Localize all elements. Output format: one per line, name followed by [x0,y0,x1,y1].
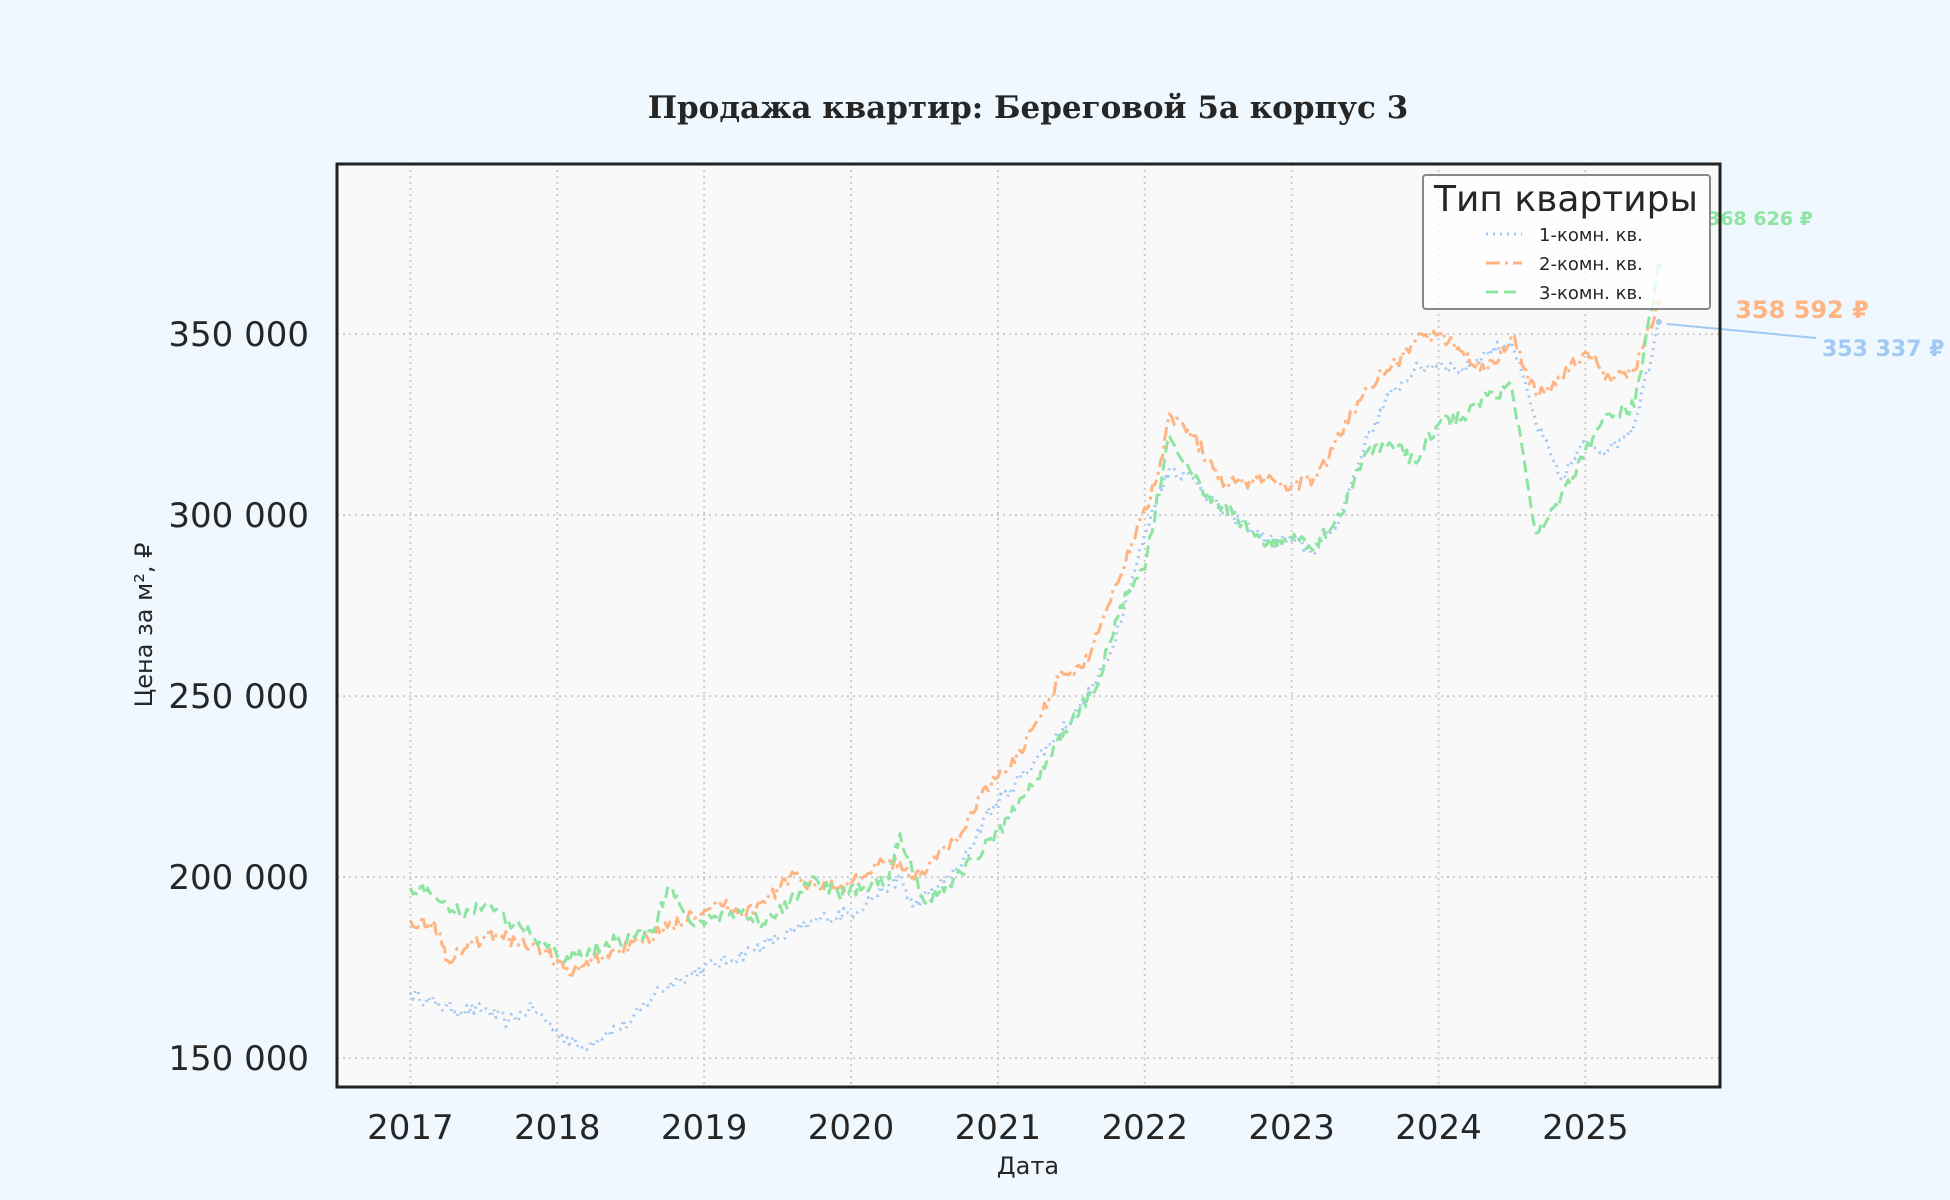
y-tick-label: 300 000 [168,496,309,536]
y-tick-label: 250 000 [168,677,309,717]
y-tick-label: 150 000 [168,1039,309,1079]
last-value-label: 353 337 ₽ [1822,337,1944,362]
x-tick-label: 2022 [1102,1108,1189,1148]
legend: Тип квартиры 1-комн. кв. 2-комн. кв. 3-ком… [1422,174,1711,310]
x-tick-label: 2018 [514,1108,601,1148]
x-axis-ticks: 2017 2018 2019 2020 2021 2022 2023 2024 2025 [367,1108,1628,1148]
legend-label: 1-комн. кв. [1539,225,1643,246]
x-tick-label: 2024 [1395,1108,1482,1148]
x-tick-label: 2020 [808,1108,895,1148]
x-tick-label: 2023 [1248,1108,1335,1148]
chart-title: Продажа квартир: Береговой 5а корпус 3 [648,90,1409,126]
last-value-label: 358 592 ₽ [1735,296,1869,324]
legend-box [1422,174,1711,310]
series-line-2 [409,302,1661,977]
x-tick-label: 2021 [955,1108,1042,1148]
legend-title: Тип квартиры [1433,179,1698,220]
x-tick-label: 2025 [1542,1108,1629,1148]
y-tick-label: 200 000 [168,858,309,898]
legend-label: 2-комн. кв. [1539,254,1643,275]
x-tick-label: 2017 [367,1108,454,1148]
plot-area [337,164,1720,1087]
legend-label: 3-комн. кв. [1539,283,1643,304]
series-lines [408,266,1661,1052]
grid-lines [337,164,1720,1087]
series-line-3 [409,266,1661,964]
x-axis-label: Дата [997,1152,1059,1180]
last-point-marker [1655,319,1662,326]
series-line-1 [408,321,1661,1052]
annotation-arrow [1666,323,1817,339]
y-axis-ticks: 150 000 200 000 250 000 300 000 350 000 [168,315,309,1079]
plot-frame [335,162,1722,1089]
y-tick-label: 350 000 [168,315,309,355]
y-axis-label: Цена за м², ₽ [130,543,158,708]
x-tick-label: 2019 [661,1108,748,1148]
last-value-label: 368 626 ₽ [1707,208,1813,230]
